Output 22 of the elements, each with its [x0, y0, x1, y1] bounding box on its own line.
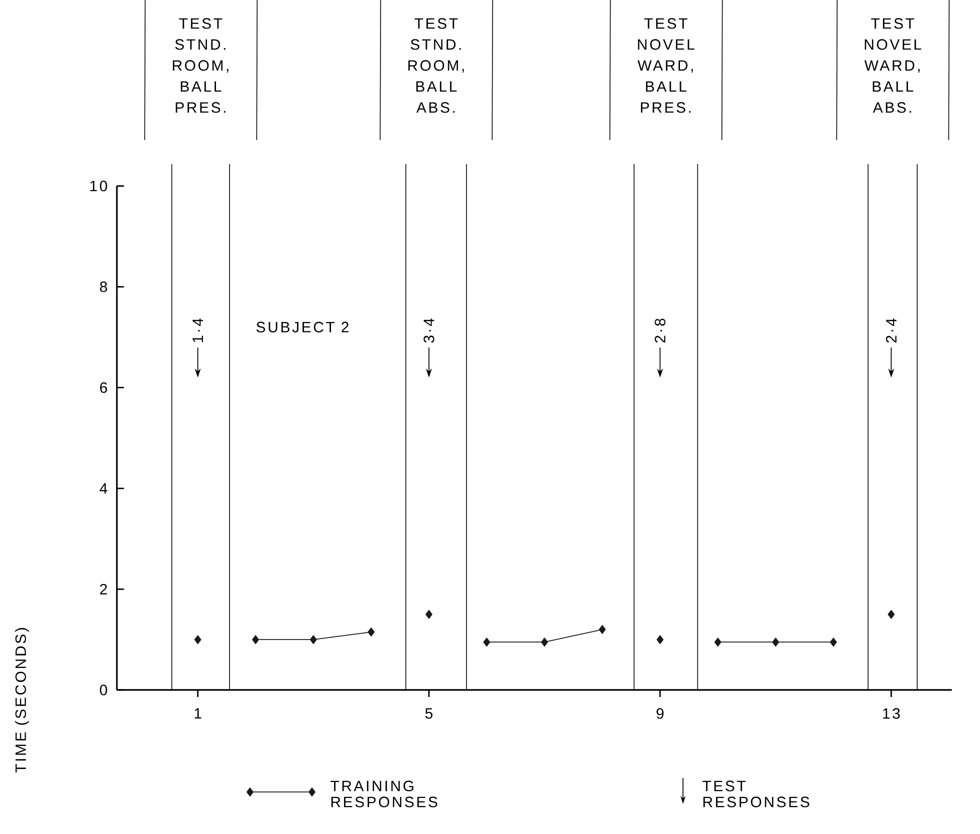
y-tick-label: 8 — [100, 281, 108, 292]
text: TEST RESPONSES — [702, 780, 810, 808]
y-tick-label: 6 — [100, 382, 108, 393]
annotation: 1·4 — [192, 318, 203, 342]
legend-label: TRAINING RESPONSES — [330, 780, 438, 808]
x-tick-label: 1 — [194, 708, 202, 719]
x-tick-label: 13 — [883, 708, 900, 719]
text: TEST STND. ROOM, BALL ABS. — [408, 18, 464, 113]
annotation: 2·8 — [654, 318, 666, 343]
annotation: 2·4 — [886, 318, 896, 343]
y-tick-label: 4 — [100, 483, 108, 494]
x-tick-label: 5 — [425, 708, 432, 719]
text: TEST STND. ROOM, BALL PRES. — [172, 18, 228, 113]
y-tick-label: 2 — [100, 584, 107, 594]
y-axis-title: TIME (SECONDS) — [15, 628, 29, 773]
annotation: 3·4 — [424, 318, 434, 343]
annotation: SUBJECT 2 — [256, 322, 348, 332]
y-tick-label: 10 — [90, 180, 108, 192]
text: TEST NOVEL WARD, BALL ABS. — [864, 18, 922, 113]
x-tick-label: 9 — [656, 708, 664, 719]
y-tick-label: 0 — [100, 684, 108, 696]
text: TEST NOVEL WARD, BALL PRES. — [638, 18, 694, 113]
